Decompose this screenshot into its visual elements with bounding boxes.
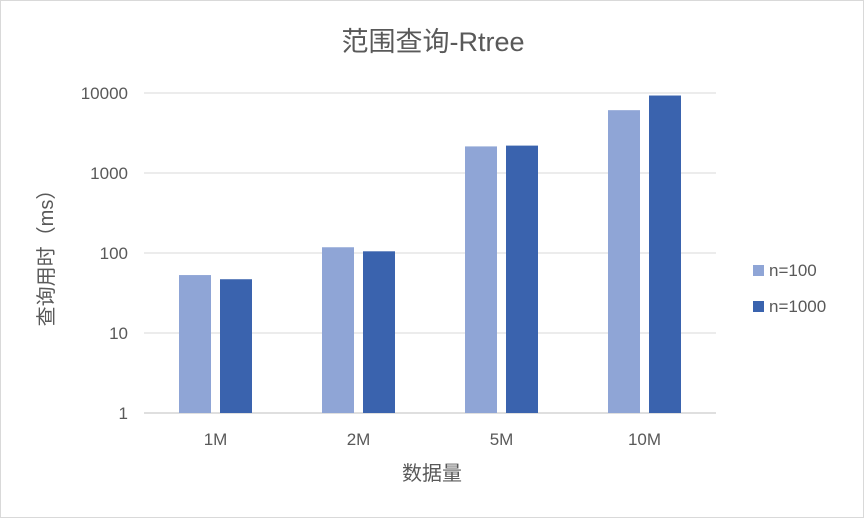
x-tick-labels: 1M 2M 5M 10M [204,430,661,449]
y-tick-label: 100 [100,244,128,263]
legend-label: n=1000 [769,297,826,316]
bar-n=1000-5M [506,145,538,413]
x-axis-title: 数据量 [402,462,462,485]
y-tick-labels: 1 10 100 1000 10000 [81,84,128,423]
legend: n=100 n=1000 [753,261,826,316]
y-axis-title: 查询用时（ms） [35,180,58,327]
bar-n=1000-2M [363,251,395,413]
bars [179,95,681,414]
y-tick-label: 1000 [90,164,128,183]
y-tick-label: 10000 [81,84,128,103]
y-tick-label: 1 [119,404,128,423]
chart-title: 范围查询-Rtree [341,27,524,57]
bar-n=1000-10M [649,95,681,413]
bar-n=1000-1M [220,279,252,413]
x-tick-label: 2M [347,430,371,449]
legend-swatch [753,301,764,312]
bar-n=100-1M [179,275,211,413]
bar-n=100-10M [608,110,640,413]
legend-label: n=100 [769,261,817,280]
x-tick-label: 5M [490,430,514,449]
x-tick-label: 1M [204,430,228,449]
y-tick-label: 10 [109,324,128,343]
bar-n=100-2M [322,247,354,413]
x-tick-label: 10M [628,430,661,449]
legend-swatch [753,265,764,276]
bar-n=100-5M [465,146,497,414]
